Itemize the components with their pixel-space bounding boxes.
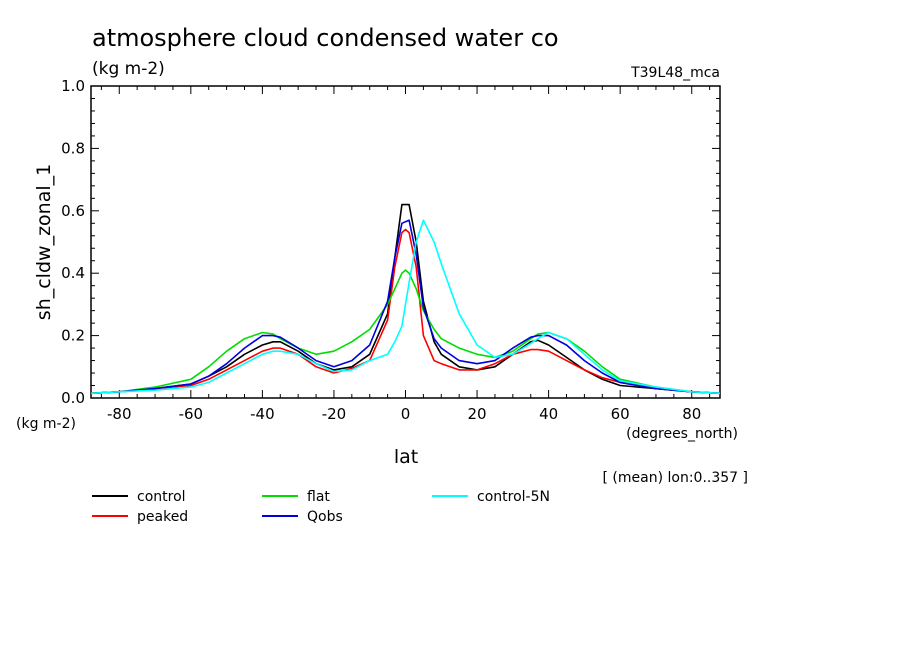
y-tick-label: 0.4 [61,264,85,282]
chart-title: atmosphere cloud condensed water co [92,24,559,52]
chart-units-label: (kg m-2) [92,59,165,79]
legend-label: control [137,489,186,505]
series-line-control [91,203,720,395]
legend: control peaked flat Qobs control-5N [92,489,550,525]
x-tick-label: 20 [468,405,487,423]
x-tick-label: 0 [401,405,411,423]
y-units-label: (kg m-2) [16,416,76,432]
series-line-control-5n [91,219,720,395]
y-tick-label: 0.2 [61,327,85,345]
y-tick-label: 0.0 [61,389,85,407]
footnote: [ (mean) lon:0..357 ] [603,470,748,486]
y-tick-label: 1.0 [61,77,85,95]
x-tick-label: 60 [611,405,630,423]
legend-label: Qobs [307,509,343,525]
data-series [91,203,720,395]
x-tick-label: -80 [107,405,132,423]
series-line-peaked [91,228,720,395]
x-tick-label: -20 [322,405,347,423]
legend-label: control-5N [477,489,550,505]
legend-label: peaked [137,509,188,525]
series-line-qobs [91,219,720,395]
x-units-label: (degrees_north) [626,426,738,442]
y-axis-label: sh_cldw_zonal_1 [33,164,55,320]
y-tick-label: 0.8 [61,139,85,157]
x-tick-label: 80 [682,405,701,423]
axis-ticks: -80 -60 -40 -20 0 20 40 60 80 0.0 0.2 0.4 0.6 0.8 1.0 [61,77,720,423]
legend-label: flat [307,489,330,505]
x-axis-label: lat [394,446,418,468]
x-tick-label: -40 [250,405,275,423]
x-tick-label: 40 [539,405,558,423]
y-tick-label: 0.6 [61,202,85,220]
x-tick-label: -60 [179,405,204,423]
model-label: T39L48_mca [630,65,720,81]
